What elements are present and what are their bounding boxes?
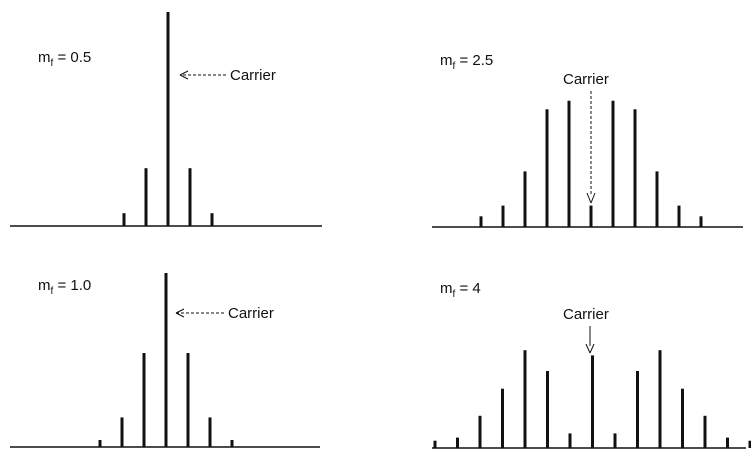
panel-label: mf = 4 bbox=[440, 280, 481, 300]
spectral-line-4 bbox=[523, 350, 527, 448]
spectral-lines bbox=[122, 12, 214, 226]
spectral-line-7 bbox=[633, 109, 637, 227]
spectral-line-0 bbox=[433, 440, 437, 448]
carrier-arrow-head bbox=[585, 343, 595, 354]
spectral-line-2 bbox=[523, 171, 527, 227]
carrier-label: Carrier bbox=[563, 71, 609, 88]
spectral-line-3 bbox=[164, 273, 168, 447]
spectral-line-7 bbox=[591, 355, 594, 448]
carrier-arrow-head bbox=[586, 192, 596, 204]
spectral-line-10 bbox=[658, 350, 662, 448]
carrier-arrow-head bbox=[175, 308, 185, 318]
spectral-line-5 bbox=[589, 205, 593, 227]
spectral-lines bbox=[433, 350, 751, 448]
spectral-line-14 bbox=[748, 440, 751, 448]
spectral-line-8 bbox=[655, 171, 659, 227]
panel-label: mf = 1.0 bbox=[38, 277, 91, 297]
spectral-line-2 bbox=[166, 12, 170, 226]
spectral-line-1 bbox=[144, 168, 148, 226]
carrier-label: Carrier bbox=[230, 67, 276, 84]
spectral-line-4 bbox=[567, 100, 571, 227]
spectral-line-5 bbox=[208, 417, 212, 447]
panel-label: mf = 0.5 bbox=[38, 49, 91, 69]
spectral-line-4 bbox=[210, 213, 214, 226]
spectral-line-0 bbox=[122, 213, 126, 226]
spectral-line-13 bbox=[726, 437, 729, 448]
spectrum-panel-mf-2-5: mf = 2.5 Carrier bbox=[432, 52, 743, 228]
spectral-line-3 bbox=[188, 168, 192, 226]
carrier-label: Carrier bbox=[563, 306, 609, 323]
spectral-line-6 bbox=[230, 440, 234, 447]
carrier-label: Carrier bbox=[228, 305, 274, 322]
spectral-line-0 bbox=[479, 216, 483, 227]
spectrum-panel-mf-1-0: mf = 1.0 Carrier bbox=[10, 273, 320, 448]
spectral-line-3 bbox=[545, 109, 549, 227]
spectral-line-10 bbox=[699, 216, 703, 227]
spectral-line-11 bbox=[681, 388, 684, 448]
spectrum-panel-mf-0-5: mf = 0.5 Carrier bbox=[10, 12, 322, 227]
spectral-line-6 bbox=[611, 100, 615, 227]
carrier-arrow-head bbox=[179, 70, 189, 80]
spectral-lines bbox=[98, 273, 234, 447]
spectral-line-1 bbox=[456, 437, 459, 448]
spectral-line-1 bbox=[501, 205, 505, 227]
panel-label: mf = 2.5 bbox=[440, 52, 493, 72]
spectral-line-3 bbox=[501, 388, 504, 448]
spectral-line-1 bbox=[120, 417, 124, 447]
spectral-line-12 bbox=[703, 415, 707, 448]
spectrum-panel-mf-4: mf = 4 Carrier bbox=[432, 280, 751, 449]
spectral-line-5 bbox=[546, 371, 549, 448]
spectral-line-0 bbox=[98, 440, 102, 447]
spectral-line-4 bbox=[186, 353, 190, 447]
spectral-line-6 bbox=[568, 433, 572, 448]
spectral-line-8 bbox=[613, 433, 617, 448]
spectral-line-2 bbox=[478, 415, 482, 448]
spectral-line-2 bbox=[142, 353, 146, 447]
spectral-line-9 bbox=[636, 371, 639, 448]
spectral-lines bbox=[479, 100, 703, 227]
spectral-line-9 bbox=[677, 205, 681, 227]
